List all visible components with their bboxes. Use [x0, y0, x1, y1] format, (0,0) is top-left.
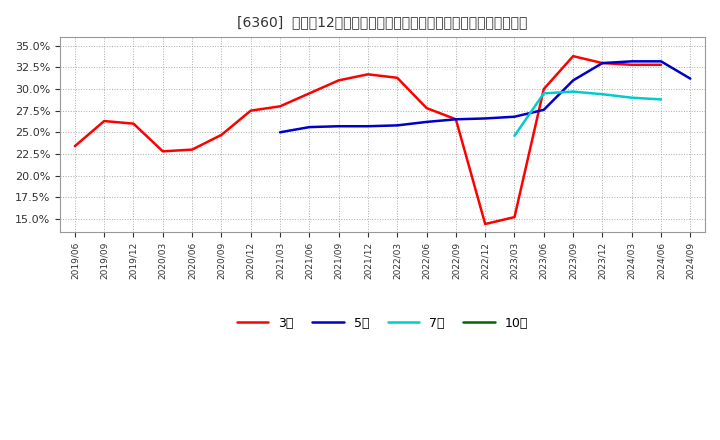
Title: [6360]  売上高12か月移動合計の対前年同期増減率の標準偏差の推移: [6360] 売上高12か月移動合計の対前年同期増減率の標準偏差の推移	[238, 15, 528, 29]
Legend: 3年, 5年, 7年, 10年: 3年, 5年, 7年, 10年	[232, 312, 533, 335]
